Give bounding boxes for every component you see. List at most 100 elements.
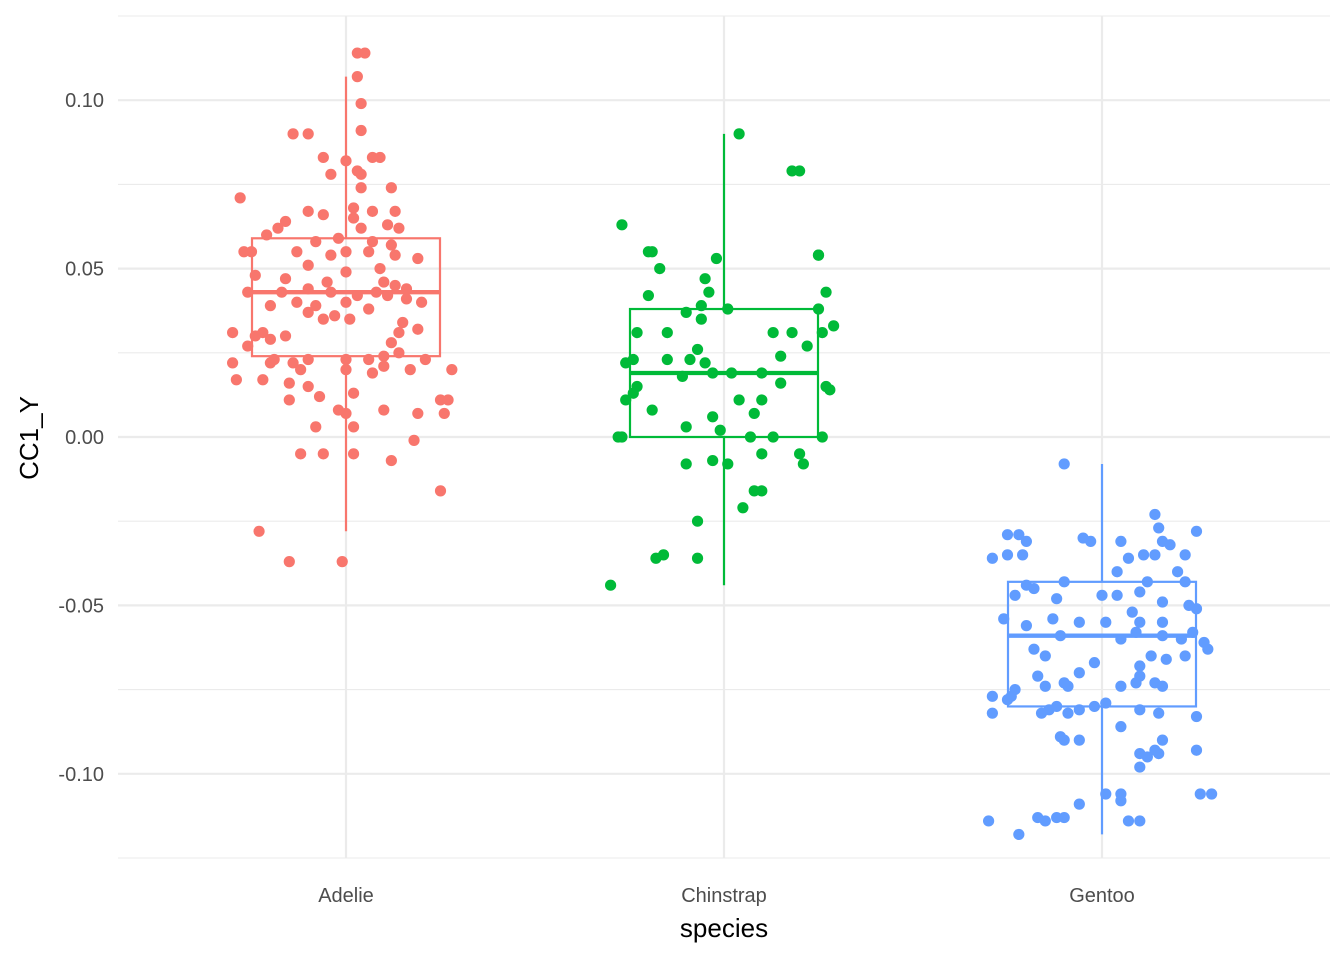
data-point-adelie xyxy=(336,556,348,568)
data-point-adelie xyxy=(416,296,428,308)
data-point-adelie xyxy=(227,357,239,369)
data-point-adelie xyxy=(351,289,363,302)
data-point-chinstrap xyxy=(695,313,707,325)
data-point-gentoo xyxy=(1100,697,1112,709)
data-point-chinstrap xyxy=(691,515,704,527)
data-point-chinstrap xyxy=(684,353,696,366)
data-point-gentoo xyxy=(1111,566,1123,578)
data-point-chinstrap xyxy=(812,249,825,261)
data-point-gentoo xyxy=(1073,616,1085,628)
data-point-gentoo xyxy=(1134,704,1146,716)
data-point-gentoo xyxy=(1001,529,1014,541)
y-tick-label: -0.05 xyxy=(58,595,104,617)
data-point-chinstrap xyxy=(642,246,655,258)
x-axis-title: species xyxy=(680,913,768,943)
data-point-gentoo xyxy=(1115,795,1127,807)
data-point-adelie xyxy=(446,364,458,376)
data-point-gentoo xyxy=(1051,593,1063,605)
data-point-chinstrap xyxy=(620,394,632,406)
data-point-gentoo xyxy=(1017,549,1029,561)
data-point-adelie xyxy=(310,421,322,433)
data-point-chinstrap xyxy=(794,165,806,177)
data-point-adelie xyxy=(378,404,390,416)
data-point-adelie xyxy=(381,289,394,302)
y-tick-label: 0.10 xyxy=(65,90,104,112)
data-point-adelie xyxy=(291,296,303,308)
data-point-adelie xyxy=(393,326,405,339)
data-point-adelie xyxy=(389,205,401,217)
data-point-adelie xyxy=(347,387,360,399)
data-point-gentoo xyxy=(1164,539,1176,551)
data-point-adelie xyxy=(238,246,250,258)
data-point-chinstrap xyxy=(676,370,689,382)
x-tick-labels: Adelie Chinstrap Gentoo xyxy=(318,885,1135,907)
data-point-adelie xyxy=(264,357,276,369)
data-point-chinstrap xyxy=(812,303,825,315)
data-point-gentoo xyxy=(1088,657,1101,669)
data-point-gentoo xyxy=(1073,667,1085,679)
data-point-chinstrap xyxy=(714,424,726,436)
data-point-gentoo xyxy=(1134,660,1146,672)
data-point-adelie xyxy=(321,276,333,288)
data-point-adelie xyxy=(434,485,447,497)
y-tick-label: 0.05 xyxy=(65,259,104,281)
data-point-adelie xyxy=(351,165,363,177)
data-point-adelie xyxy=(393,222,405,234)
data-point-gentoo xyxy=(998,613,1010,625)
data-point-adelie xyxy=(347,212,360,224)
data-point-adelie xyxy=(310,300,322,312)
x-tick-label: Gentoo xyxy=(1069,885,1135,907)
data-point-adelie xyxy=(230,374,242,386)
data-point-chinstrap xyxy=(775,377,787,389)
data-point-chinstrap xyxy=(605,579,617,591)
data-point-chinstrap xyxy=(699,357,711,369)
data-point-adelie xyxy=(295,364,307,376)
data-point-adelie xyxy=(227,326,239,339)
data-point-chinstrap xyxy=(616,219,628,231)
data-point-adelie xyxy=(249,269,261,281)
data-point-adelie xyxy=(351,71,363,83)
data-point-chinstrap xyxy=(631,326,643,339)
data-point-chinstrap xyxy=(816,431,828,443)
data-point-gentoo xyxy=(1058,734,1070,746)
data-point-gentoo xyxy=(1134,616,1146,628)
data-point-gentoo xyxy=(1100,788,1112,800)
data-point-chinstrap xyxy=(775,350,787,362)
data-point-gentoo xyxy=(1032,670,1044,682)
data-point-adelie xyxy=(287,128,299,140)
data-point-gentoo xyxy=(1153,522,1165,534)
data-point-adelie xyxy=(355,124,367,137)
data-point-chinstrap xyxy=(748,485,760,497)
data-point-adelie xyxy=(412,323,424,335)
data-point-gentoo xyxy=(1175,633,1187,645)
data-point-adelie xyxy=(264,333,276,345)
data-point-adelie xyxy=(355,97,367,110)
data-point-adelie xyxy=(317,448,329,460)
data-point-gentoo xyxy=(1028,582,1040,595)
data-point-gentoo xyxy=(1077,532,1089,544)
data-point-chinstrap xyxy=(680,306,692,318)
data-point-chinstrap xyxy=(767,326,779,339)
data-point-gentoo xyxy=(1020,535,1032,548)
data-point-chinstrap xyxy=(620,357,632,369)
data-point-gentoo xyxy=(1134,815,1146,827)
data-point-gentoo xyxy=(1190,525,1203,537)
data-point-adelie xyxy=(366,205,379,217)
data-point-adelie xyxy=(400,293,413,305)
data-point-gentoo xyxy=(1160,653,1172,665)
data-point-adelie xyxy=(302,283,314,295)
data-point-adelie xyxy=(400,283,413,295)
data-point-adelie xyxy=(385,239,397,251)
data-point-gentoo xyxy=(1141,576,1153,588)
data-point-chinstrap xyxy=(707,411,719,423)
data-point-gentoo xyxy=(1096,589,1108,601)
data-point-chinstrap xyxy=(801,340,813,352)
data-point-gentoo xyxy=(1206,788,1218,800)
data-point-adelie xyxy=(279,273,292,285)
data-point-chinstrap xyxy=(733,394,745,406)
data-point-adelie xyxy=(264,300,276,312)
data-point-gentoo xyxy=(986,707,998,719)
data-point-adelie xyxy=(291,246,303,258)
data-point-chinstrap xyxy=(654,263,666,275)
data-point-gentoo xyxy=(1179,650,1191,662)
